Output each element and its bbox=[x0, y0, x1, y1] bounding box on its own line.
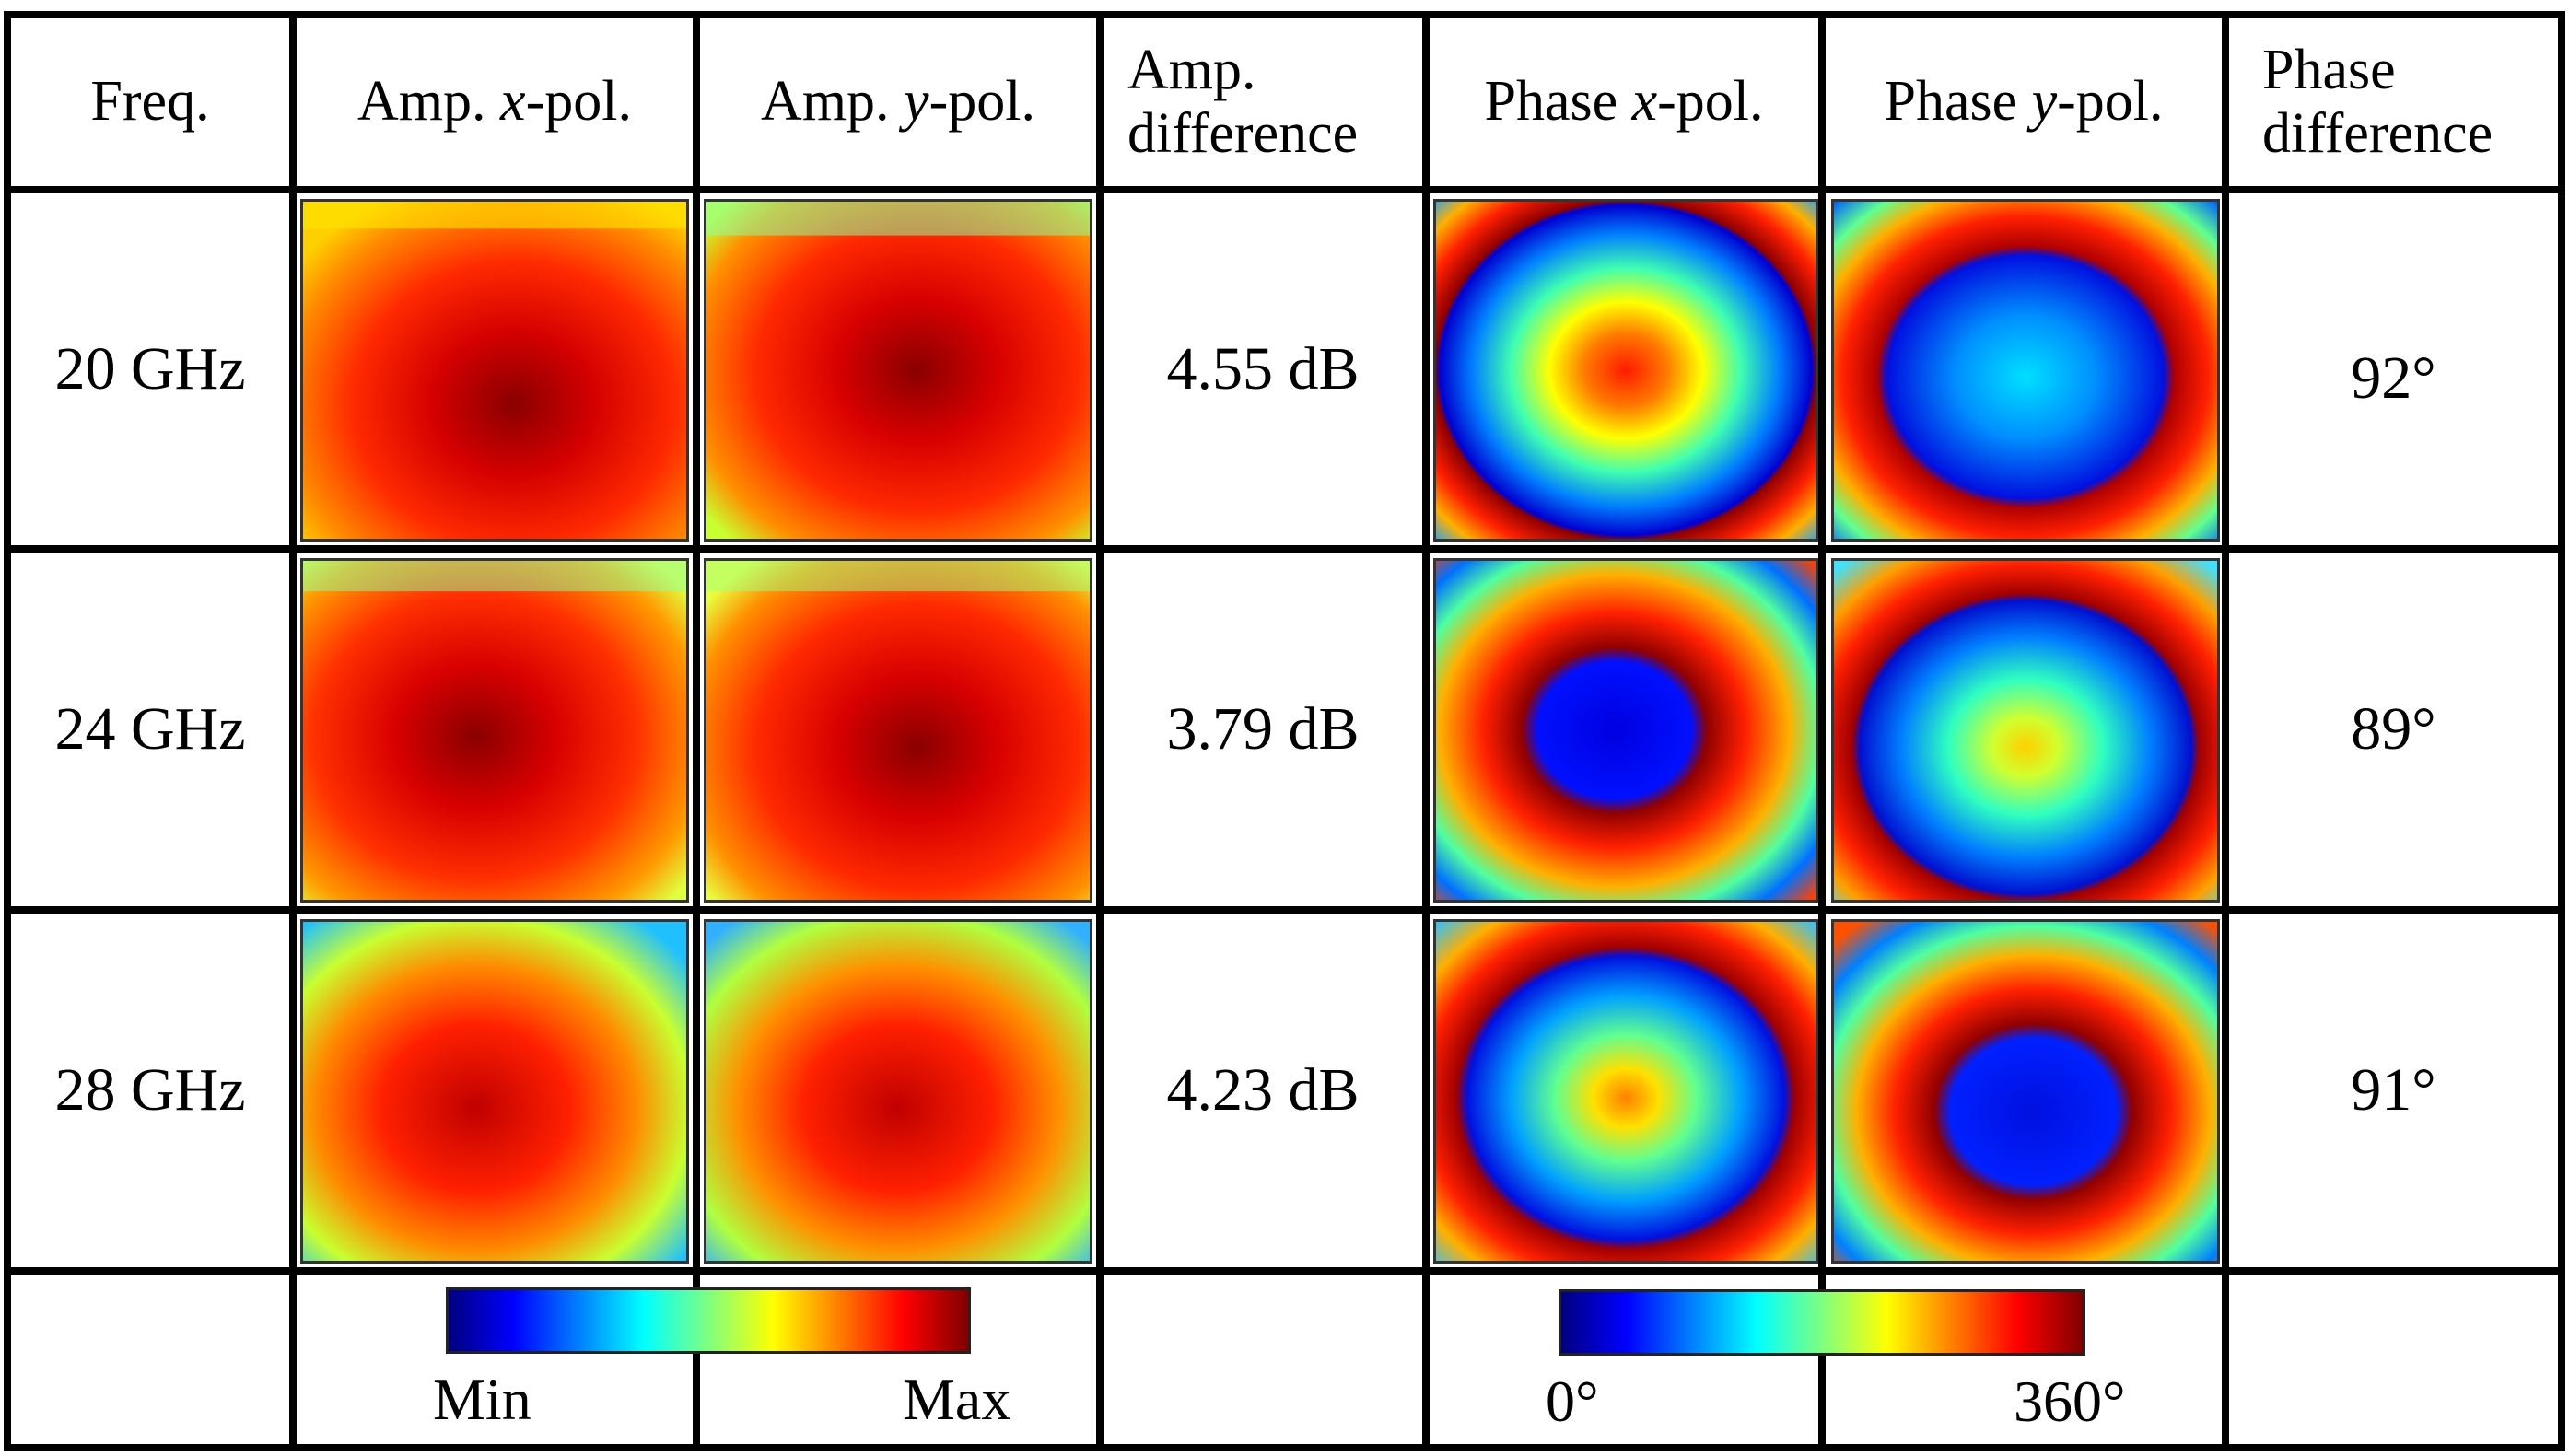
phase-y-map-28ghz bbox=[1831, 919, 2220, 1264]
amp-x-map-20ghz bbox=[300, 199, 689, 542]
phase-x-map-28ghz bbox=[1433, 919, 1818, 1264]
amp-x-map-24ghz bbox=[300, 558, 689, 903]
phase-y-map-20ghz bbox=[1831, 199, 2220, 542]
amplitude-colorbar bbox=[446, 1287, 971, 1354]
header-phase-difference: Phase difference bbox=[2262, 38, 2493, 165]
freq-cell: 24 GHz bbox=[54, 695, 246, 763]
amplitude-max-label: Max bbox=[903, 1367, 1011, 1432]
amp-x-map-28ghz bbox=[300, 919, 689, 1264]
phase-difference-cell: 91° bbox=[2351, 1056, 2436, 1124]
amp-difference-cell: 4.55 dB bbox=[1166, 335, 1360, 403]
amp-y-map-24ghz bbox=[704, 558, 1092, 903]
freq-cell: 28 GHz bbox=[54, 1056, 246, 1124]
amp-difference-cell: 4.23 dB bbox=[1166, 1056, 1360, 1124]
header-amp-difference: Amp. difference bbox=[1127, 38, 1359, 165]
phase-difference-cell: 92° bbox=[2351, 344, 2436, 413]
amplitude-min-label: Min bbox=[433, 1367, 531, 1432]
phase-difference-cell: 89° bbox=[2351, 695, 2436, 763]
phase-colorbar bbox=[1559, 1289, 2085, 1356]
amp-y-map-28ghz bbox=[704, 919, 1092, 1264]
phase-y-map-24ghz bbox=[1831, 558, 2220, 903]
header-phase-x-pol: Phase x-pol. bbox=[1484, 70, 1764, 134]
header-freq: Freq. bbox=[90, 70, 210, 134]
freq-cell: 20 GHz bbox=[54, 335, 246, 403]
header-phase-y-pol: Phase y-pol. bbox=[1884, 70, 2164, 134]
phase-min-label: 0° bbox=[1546, 1369, 1599, 1434]
phase-x-map-20ghz bbox=[1433, 199, 1818, 542]
header-amp-y-pol: Amp. y-pol. bbox=[761, 70, 1035, 134]
phase-max-label: 360° bbox=[2014, 1369, 2126, 1434]
header-amp-x-pol: Amp. x-pol. bbox=[357, 70, 632, 134]
phase-x-map-24ghz bbox=[1433, 558, 1818, 903]
amp-difference-cell: 3.79 dB bbox=[1166, 695, 1360, 763]
amp-y-map-20ghz bbox=[704, 199, 1092, 542]
